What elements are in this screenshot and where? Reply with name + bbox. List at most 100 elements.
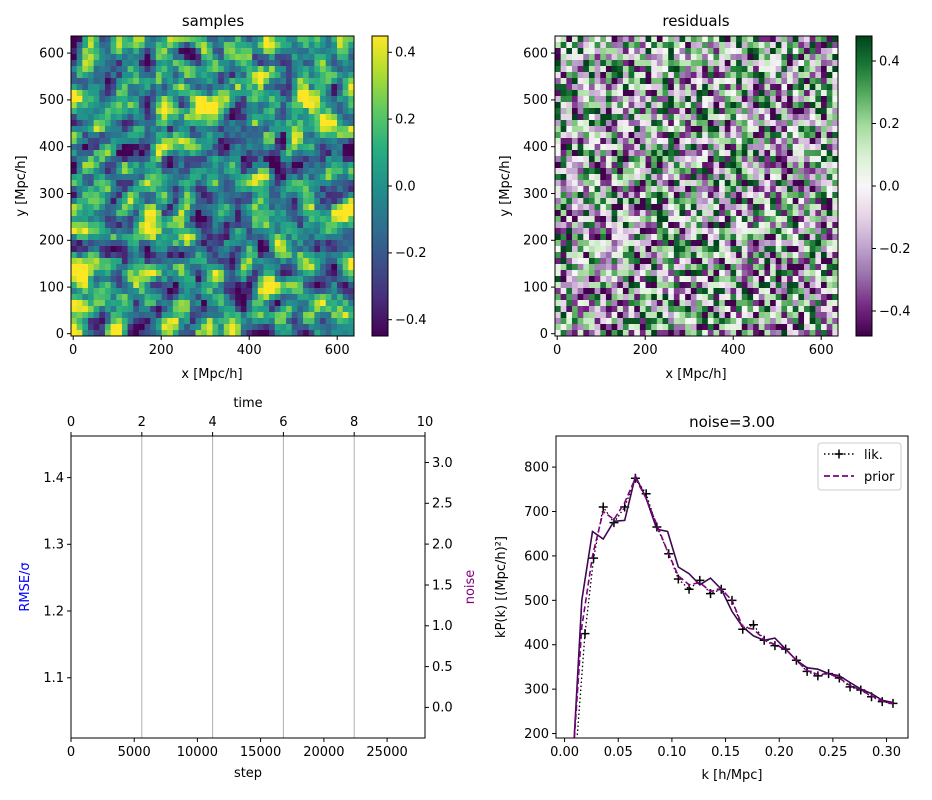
heatmap-cell xyxy=(348,300,355,307)
heatmap-cell xyxy=(71,90,78,97)
heatmap-cell xyxy=(212,246,219,253)
heatmap-cell xyxy=(303,144,310,151)
heatmap-cell xyxy=(99,168,106,175)
heatmap-cell xyxy=(730,300,737,307)
heatmap-cell xyxy=(781,168,788,175)
heatmap-cell xyxy=(150,54,157,61)
heatmap-cell xyxy=(730,192,737,199)
heatmap-cell xyxy=(685,318,692,325)
heatmap-cell xyxy=(747,66,754,73)
heatmap-cell xyxy=(189,126,196,133)
heatmap-cell xyxy=(555,72,562,79)
heatmap-cell xyxy=(656,192,663,199)
heatmap-cell xyxy=(82,72,89,79)
heatmap-cell xyxy=(167,306,174,313)
heatmap-cell xyxy=(342,138,349,145)
heatmap-cell xyxy=(826,138,833,145)
heatmap-cell xyxy=(617,192,624,199)
heatmap-cell xyxy=(815,210,822,217)
heatmap-cell xyxy=(645,90,652,97)
heatmap-cell xyxy=(560,294,567,301)
heatmap-cell xyxy=(110,102,117,109)
heatmap-cell xyxy=(308,210,315,217)
heatmap-cell xyxy=(747,240,754,247)
heatmap-cell xyxy=(622,288,629,295)
heatmap-cell xyxy=(240,330,247,337)
heatmap-cell xyxy=(622,306,629,313)
heatmap-cell xyxy=(696,168,703,175)
heatmap-cell xyxy=(787,270,794,277)
heatmap-cell xyxy=(325,294,332,301)
heatmap-cell xyxy=(753,246,760,253)
heatmap-cell xyxy=(583,210,590,217)
heatmap-cell xyxy=(690,36,697,43)
heatmap-cell xyxy=(555,276,562,283)
heatmap-cell xyxy=(348,132,355,139)
heatmap-cell xyxy=(161,210,168,217)
heatmap-cell xyxy=(651,90,658,97)
heatmap-cell xyxy=(195,78,202,85)
heatmap-cell xyxy=(662,234,669,241)
heatmap-cell xyxy=(82,276,89,283)
heatmap-cell xyxy=(617,282,624,289)
heatmap-cell xyxy=(787,114,794,121)
heatmap-cell xyxy=(184,186,191,193)
heatmap-cell xyxy=(724,222,731,229)
heatmap-cell xyxy=(555,66,562,73)
heatmap-cell xyxy=(741,102,748,109)
heatmap-cell xyxy=(303,168,310,175)
heatmap-cell xyxy=(155,60,162,67)
heatmap-cell xyxy=(308,72,315,79)
heatmap-cell xyxy=(348,228,355,235)
heatmap-cell xyxy=(229,168,236,175)
heatmap-cell xyxy=(195,42,202,49)
heatmap-cell xyxy=(286,240,293,247)
heatmap-cell xyxy=(656,306,663,313)
heatmap-cell xyxy=(804,264,811,271)
heatmap-cell xyxy=(274,42,281,49)
heatmap-cell xyxy=(235,144,242,151)
heatmap-cell xyxy=(673,270,680,277)
heatmap-cell xyxy=(634,48,641,55)
heatmap-cell xyxy=(713,126,720,133)
heatmap-cell xyxy=(617,72,624,79)
heatmap-cell xyxy=(713,294,720,301)
heatmap-cell xyxy=(206,324,213,331)
heatmap-cell xyxy=(138,180,145,187)
heatmap-cell xyxy=(104,54,112,61)
heatmap-cell xyxy=(702,60,709,67)
heatmap-cell xyxy=(263,276,270,283)
heatmap-cell xyxy=(223,36,230,43)
heatmap-cell xyxy=(804,48,811,55)
heatmap-cell xyxy=(804,60,811,67)
heatmap-cell xyxy=(93,228,100,235)
heatmap-cell xyxy=(685,120,692,127)
heatmap-cell xyxy=(121,102,128,109)
heatmap-cell xyxy=(155,156,162,163)
heatmap-cell xyxy=(804,66,811,73)
heatmap-cell xyxy=(826,228,833,235)
heatmap-cell xyxy=(696,324,703,331)
heatmap-cell xyxy=(314,144,321,151)
heatmap-cell xyxy=(274,72,281,79)
heatmap-cell xyxy=(707,78,714,85)
heatmap-cell xyxy=(127,276,134,283)
heatmap-cell xyxy=(303,204,310,211)
heatmap-cell xyxy=(121,144,128,151)
heatmap-cell xyxy=(804,228,811,235)
heatmap-cell xyxy=(690,96,697,103)
heatmap-cell xyxy=(600,90,607,97)
heatmap-cell xyxy=(291,246,298,253)
heatmap-cell xyxy=(127,198,134,205)
heatmap-cell xyxy=(775,66,782,73)
heatmap-cell xyxy=(685,216,692,223)
heatmap-cell xyxy=(269,234,276,241)
heatmap-cell xyxy=(144,228,151,235)
heatmap-cell xyxy=(730,246,737,253)
heatmap-cell xyxy=(798,156,805,163)
heatmap-cell xyxy=(656,186,663,193)
heatmap-cell xyxy=(560,252,567,259)
heatmap-cell xyxy=(566,258,573,265)
heatmap-cell xyxy=(76,60,83,67)
heatmap-cell xyxy=(303,138,310,145)
